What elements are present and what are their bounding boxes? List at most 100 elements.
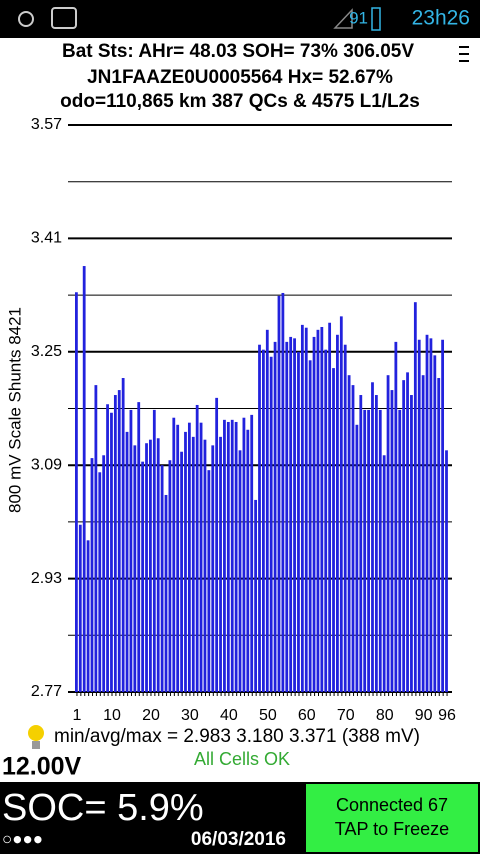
bar <box>320 326 324 692</box>
bar <box>121 378 125 692</box>
connection-dots: ○●●● <box>2 829 43 848</box>
freeze-button[interactable]: Connected 67 TAP to Freeze <box>302 782 480 854</box>
x-tick-label: 10 <box>103 707 121 724</box>
bar <box>133 445 137 692</box>
bar <box>191 436 195 692</box>
bar <box>421 375 425 692</box>
x-tick-label: 80 <box>376 707 394 724</box>
bar <box>203 439 207 692</box>
y-tick-label: 2.77 <box>31 683 62 700</box>
bar <box>378 409 382 692</box>
button-face[interactable] <box>306 784 478 852</box>
bar <box>398 409 402 692</box>
soc: SOC= 5.9% <box>2 787 204 829</box>
battery-icon <box>371 7 381 31</box>
bar <box>78 524 82 692</box>
x-tick-label: 96 <box>438 707 456 724</box>
bar <box>355 424 359 692</box>
cell-stats: min/avg/max = 2.983 3.180 3.371 (388 mV) <box>54 726 420 747</box>
bar <box>106 404 109 692</box>
bar <box>94 385 98 692</box>
menu-icon[interactable] <box>459 46 469 62</box>
bar <box>351 385 355 692</box>
bar <box>297 351 300 692</box>
x-tick-label: 40 <box>220 707 238 724</box>
bulb-base <box>32 741 40 749</box>
soc-panel <box>0 782 302 854</box>
bar <box>75 292 78 692</box>
bar <box>219 436 222 692</box>
bar <box>413 302 417 692</box>
bar <box>211 445 215 692</box>
bar <box>285 341 289 692</box>
pack-voltage: 12.00V <box>2 753 82 781</box>
bar <box>343 344 347 692</box>
bar <box>289 336 293 692</box>
gps-icon <box>18 11 34 27</box>
bar <box>102 455 106 692</box>
x-tick-label: 90 <box>415 707 433 724</box>
button-text[interactable]: Connected 67 <box>336 795 448 815</box>
bar <box>234 421 238 692</box>
bar <box>195 404 199 692</box>
bar <box>328 322 332 692</box>
bar <box>382 455 386 692</box>
bar <box>223 419 226 692</box>
header-line: odo=110,865 km 387 QCs & 4575 L1/L2s <box>60 91 420 112</box>
bar <box>176 424 180 692</box>
signal-icon <box>333 8 353 29</box>
y-tick-label: 3.09 <box>31 456 62 473</box>
bar <box>125 431 129 692</box>
bar <box>164 494 168 692</box>
bar <box>406 372 409 692</box>
date: 06/03/2016 <box>191 829 286 850</box>
bar <box>437 378 441 692</box>
bar <box>324 349 328 692</box>
bar <box>410 395 413 692</box>
header-line: Bat Sts: AHr= 48.03 SOH= 73% 306.05V <box>62 41 414 62</box>
cells-status: All Cells OK <box>194 749 290 769</box>
bar <box>300 324 304 692</box>
plot: 2.77 2.93 3.09 3.25 3.41 3.57 1 10 20 30 40 50 60 70 8… <box>31 116 456 724</box>
bulb-icon <box>28 725 44 749</box>
bar <box>269 356 273 692</box>
x-tick-label: 60 <box>298 707 316 724</box>
bar <box>141 461 145 692</box>
bar <box>250 414 254 692</box>
clock: 23h26 <box>412 7 470 30</box>
bar <box>168 460 172 692</box>
bar <box>312 336 316 692</box>
bar <box>113 395 117 692</box>
bar <box>433 355 437 692</box>
bar <box>226 421 230 692</box>
bar <box>207 470 211 692</box>
bar <box>262 349 265 692</box>
y-tick-label: 2.93 <box>31 570 62 587</box>
bar <box>129 409 133 692</box>
bar <box>117 390 121 692</box>
bulb <box>28 725 44 741</box>
bar <box>429 338 433 692</box>
x-tick-label: 30 <box>181 707 199 724</box>
bar <box>149 439 152 692</box>
bar <box>137 402 141 692</box>
bar <box>281 292 285 692</box>
bar <box>238 450 242 692</box>
bar <box>156 438 160 692</box>
bar <box>82 266 86 692</box>
bar <box>339 316 343 692</box>
bar <box>152 409 156 692</box>
bar <box>273 341 277 692</box>
bar <box>242 417 246 692</box>
bar <box>347 375 351 692</box>
x-tick-label: 70 <box>337 707 355 724</box>
button-text[interactable]: TAP to Freeze <box>335 819 449 839</box>
bar <box>277 295 281 692</box>
y-tick-label: 3.57 <box>31 116 62 133</box>
x-tick-label: 20 <box>142 707 160 724</box>
bar <box>246 429 250 692</box>
car-icon <box>51 7 77 29</box>
bar <box>293 338 296 692</box>
bar <box>265 329 269 692</box>
